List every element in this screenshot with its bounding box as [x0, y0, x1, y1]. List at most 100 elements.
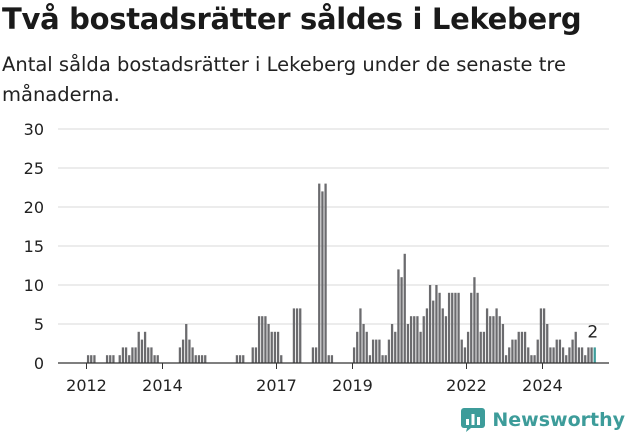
bar	[438, 292, 441, 363]
x-tick-label: 2022	[446, 376, 487, 395]
bar	[394, 331, 397, 363]
bar	[492, 316, 495, 363]
bar	[254, 347, 258, 363]
y-tick-label: 15	[24, 237, 44, 256]
chart-subtitle: Antal sålda bostadsrätter i Lekeberg und…	[2, 53, 566, 106]
bar	[530, 355, 533, 363]
bar	[137, 331, 140, 363]
bar	[112, 355, 115, 363]
bar	[558, 339, 562, 363]
bar	[590, 347, 593, 363]
y-tick-label: 0	[34, 354, 44, 373]
bar-latest	[593, 347, 596, 363]
bar	[375, 339, 378, 363]
bar	[124, 347, 128, 363]
bar	[565, 355, 568, 363]
bar	[257, 316, 261, 363]
bar	[444, 316, 448, 363]
bar	[359, 308, 362, 363]
bar	[276, 331, 280, 363]
bar	[321, 191, 324, 363]
bar-series: 2	[86, 183, 598, 363]
bar	[470, 292, 473, 363]
bar	[109, 355, 112, 363]
bar	[368, 355, 372, 363]
bar	[425, 308, 429, 363]
bar	[577, 347, 581, 363]
bar	[178, 347, 182, 363]
bar	[153, 355, 156, 363]
bar	[533, 355, 536, 363]
y-tick-label: 10	[24, 276, 44, 295]
bar	[520, 331, 524, 363]
bar	[479, 331, 482, 363]
bar	[536, 339, 539, 363]
newsworthy-logo-icon	[461, 408, 486, 432]
bar	[501, 324, 505, 363]
bar	[397, 269, 400, 363]
bar	[539, 308, 543, 363]
bar	[267, 324, 270, 363]
bar	[549, 347, 552, 363]
bar	[495, 308, 498, 363]
y-tick-label: 25	[24, 159, 44, 178]
bar	[238, 355, 242, 363]
bar	[403, 253, 406, 363]
bar	[416, 316, 419, 363]
x-axis: 2012 2014 2017 2019 2022 2024	[58, 362, 609, 395]
bar	[498, 316, 501, 363]
bar	[523, 331, 527, 363]
bar	[580, 347, 584, 363]
x-tick-label: 2014	[142, 376, 183, 395]
bar	[204, 355, 207, 363]
bar	[454, 292, 457, 363]
bar	[140, 339, 144, 363]
bar	[121, 347, 125, 363]
bar	[311, 347, 315, 363]
bar	[428, 285, 432, 363]
bar	[561, 347, 565, 363]
bar	[419, 331, 422, 363]
bar	[235, 355, 239, 363]
bar	[273, 331, 277, 363]
bar	[90, 355, 93, 363]
x-tick-label: 2024	[522, 376, 563, 395]
bar	[485, 308, 489, 363]
bar	[482, 331, 486, 363]
bar	[270, 331, 273, 363]
bar	[251, 347, 254, 363]
bar	[476, 292, 479, 363]
bar	[188, 339, 191, 363]
bar	[378, 339, 381, 363]
bar	[194, 355, 197, 363]
y-tick-label: 20	[24, 198, 44, 217]
bar	[299, 308, 302, 363]
bar	[400, 277, 403, 363]
bar	[330, 355, 334, 363]
bar	[527, 347, 530, 363]
bar	[511, 339, 514, 363]
bar	[447, 292, 451, 363]
bar	[390, 324, 394, 363]
bar	[542, 308, 546, 363]
bar	[381, 355, 384, 363]
bar	[384, 355, 387, 363]
bar	[280, 355, 283, 363]
brand-name: Newsworthy	[492, 409, 625, 431]
bar	[86, 355, 90, 363]
bar	[150, 347, 153, 363]
bar	[584, 355, 587, 363]
bar	[200, 355, 204, 363]
bar	[105, 355, 109, 363]
bar	[571, 339, 574, 363]
x-tick-label: 2017	[256, 376, 297, 395]
bar	[197, 355, 201, 363]
bar	[324, 183, 327, 363]
y-tick-label: 5	[34, 315, 44, 334]
bar	[147, 347, 150, 363]
bar	[156, 355, 159, 363]
bar	[264, 316, 267, 363]
bar	[514, 339, 517, 363]
bar	[356, 331, 359, 363]
